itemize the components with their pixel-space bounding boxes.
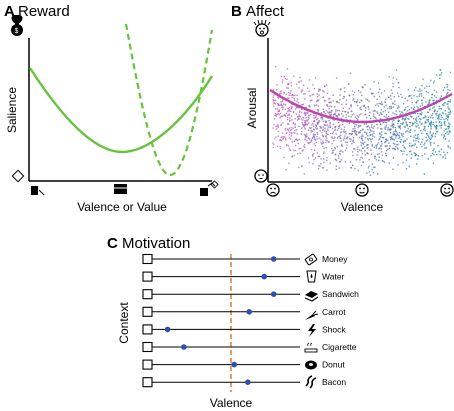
valence-marker	[261, 273, 268, 280]
sandwich-icon	[304, 291, 319, 302]
item-label: Carrot	[322, 307, 346, 317]
panel-letter-b: B	[231, 3, 242, 20]
item-label: Sandwich	[322, 289, 359, 299]
context-box	[142, 271, 153, 282]
motivation-y-label: Context	[117, 302, 131, 344]
bacon-icon	[305, 375, 317, 389]
context-box	[142, 324, 153, 335]
context-box	[142, 341, 153, 353]
item-label: Money	[322, 254, 348, 264]
panel-title-affect: Affect	[246, 3, 285, 20]
valence-marker	[164, 326, 171, 333]
valence-marker	[270, 291, 277, 298]
context-box	[142, 289, 153, 300]
reward-y-label: Salience	[5, 87, 19, 133]
sad-face-icon	[266, 183, 280, 197]
lightning-icon	[308, 324, 316, 337]
reward-dashed-curve	[124, 23, 214, 177]
gift-icon	[200, 180, 219, 196]
money-bag-icon: $	[11, 15, 23, 36]
item-label: Bacon	[322, 377, 346, 387]
panel-letter-c: C	[107, 235, 118, 252]
valence-marker	[246, 309, 252, 315]
affect-curve	[269, 89, 453, 124]
valence-marker	[245, 379, 251, 386]
svg-text:$: $	[15, 28, 19, 35]
context-box	[142, 377, 153, 388]
diamond-icon	[11, 169, 25, 183]
panel-title-reward: Reward	[18, 3, 70, 20]
reward-solid-curve	[28, 67, 214, 154]
affect-y-label: Arousal	[245, 88, 259, 129]
surprised-face-icon	[253, 19, 271, 37]
water-icon	[306, 270, 317, 283]
money-icon	[304, 253, 318, 266]
panel-letter-a: A	[4, 3, 15, 20]
item-label: Water	[322, 272, 345, 282]
sleeping-face-icon	[254, 169, 268, 183]
happy-face-icon	[440, 183, 454, 197]
context-box	[142, 359, 153, 370]
panel-reward: A Reward $ Vale	[4, 3, 219, 214]
affect-x-label: Valence	[341, 200, 384, 214]
panel-affect: B Affect	[231, 3, 454, 214]
panel-motivation: C Motivation Money Water Sandwich Carrot Sho…	[107, 235, 359, 410]
valence-marker	[231, 361, 237, 368]
neutral-face-icon	[355, 183, 369, 197]
motivation-x-label: Valence	[210, 396, 253, 410]
carrot-icon	[305, 310, 319, 320]
motivation-rows: Money Water Sandwich Carrot Shock Cigarette Do…	[142, 253, 359, 388]
context-box	[142, 253, 153, 265]
reward-x-label: Valence or Value	[77, 200, 167, 214]
item-label: Shock	[322, 324, 346, 334]
trash-icon	[31, 186, 45, 196]
panel-title-motivation: Motivation	[122, 235, 190, 252]
item-label: Cigarette	[322, 342, 357, 352]
item-label: Donut	[322, 360, 345, 370]
treasure-chest-icon	[114, 184, 127, 194]
cigarette-icon	[304, 342, 318, 353]
valence-marker	[270, 256, 277, 262]
valence-marker	[181, 344, 187, 350]
affect-scatter-cloud	[272, 65, 452, 176]
context-box	[142, 306, 153, 317]
donut-icon	[305, 360, 317, 370]
